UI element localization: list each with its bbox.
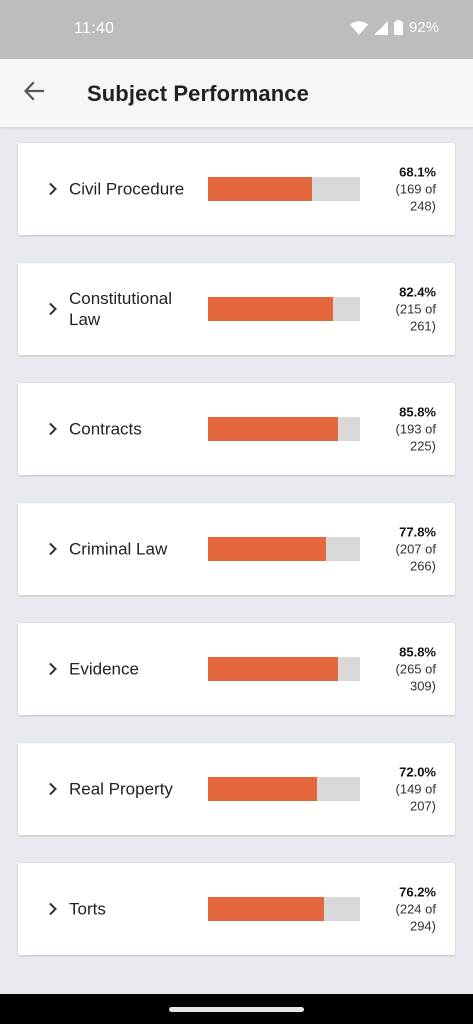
score-percent: 68.1% (399, 164, 436, 180)
score-stats: 85.8% (193 of 225) (380, 404, 436, 455)
score-percent: 82.4% (399, 284, 436, 300)
subject-name: Civil Procedure (69, 179, 185, 199)
score-stats: 82.4% (215 of 261) (380, 284, 436, 335)
subject-name: Constitutional Law (69, 289, 173, 329)
score-count: (193 of 225) (395, 421, 436, 454)
progress-fill (208, 897, 324, 921)
arrow-left-icon (23, 80, 45, 107)
score-percent: 72.0% (399, 764, 436, 780)
progress-bar (208, 657, 360, 681)
progress-fill (208, 777, 318, 801)
status-time: 11:40 (74, 20, 115, 37)
home-indicator[interactable] (169, 1007, 304, 1012)
score-percent: 76.2% (399, 884, 436, 900)
subject-name: Contracts (69, 419, 142, 439)
battery-icon (393, 20, 403, 35)
progress-bar (208, 297, 360, 321)
progress-fill (208, 537, 327, 561)
subject-card[interactable]: Torts 76.2% (224 of 294) (18, 863, 455, 955)
score-stats: 77.8% (207 of 266) (380, 524, 436, 575)
progress-bar (208, 897, 360, 921)
score-count: (215 of 261) (395, 301, 436, 334)
chevron-right-icon (48, 422, 58, 441)
subject-card[interactable]: Real Property 72.0% (149 of 207) (18, 743, 455, 835)
wifi-icon (349, 20, 368, 35)
system-nav-bar (0, 994, 473, 1024)
subject-card[interactable]: Constitutional Law 82.4% (215 of 261) (18, 263, 455, 355)
subject-name: Evidence (69, 659, 139, 679)
subject-card[interactable]: Civil Procedure 68.1% (169 of 248) (18, 143, 455, 235)
signal-icon (373, 20, 388, 35)
back-button[interactable] (14, 73, 54, 113)
status-icons: 92% (349, 19, 439, 36)
progress-bar (208, 777, 360, 801)
progress-fill (208, 297, 334, 321)
subject-name: Torts (69, 899, 106, 919)
battery-percent: 92% (408, 19, 439, 36)
chevron-right-icon (48, 662, 58, 681)
score-count: (207 of 266) (395, 541, 436, 574)
score-stats: 68.1% (169 of 248) (380, 164, 436, 215)
progress-fill (208, 177, 312, 201)
subject-card[interactable]: Evidence 85.8% (265 of 309) (18, 623, 455, 715)
progress-bar (208, 177, 360, 201)
progress-fill (208, 417, 339, 441)
status-bar: 11:40 92% (0, 0, 473, 59)
subject-name: Criminal Law (69, 539, 168, 559)
chevron-right-icon (48, 902, 58, 921)
chevron-right-icon (48, 782, 58, 801)
app-bar: Subject Performance (0, 59, 473, 128)
progress-bar (208, 537, 360, 561)
score-stats: 85.8% (265 of 309) (380, 644, 436, 695)
subject-name: Real Property (69, 779, 173, 799)
score-count: (265 of 309) (395, 661, 436, 694)
score-percent: 85.8% (399, 404, 436, 420)
score-stats: 72.0% (149 of 207) (380, 764, 436, 815)
score-percent: 77.8% (399, 524, 436, 540)
score-count: (224 of 294) (395, 901, 436, 934)
page-title: Subject Performance (87, 81, 309, 106)
chevron-right-icon (48, 302, 58, 321)
score-count: (149 of 207) (395, 781, 436, 814)
chevron-right-icon (48, 542, 58, 561)
subject-card[interactable]: Criminal Law 77.8% (207 of 266) (18, 503, 455, 595)
score-percent: 85.8% (399, 644, 436, 660)
subject-card[interactable]: Contracts 85.8% (193 of 225) (18, 383, 455, 475)
chevron-right-icon (48, 182, 58, 201)
score-stats: 76.2% (224 of 294) (380, 884, 436, 935)
progress-bar (208, 417, 360, 441)
score-count: (169 of 248) (395, 181, 436, 214)
progress-fill (208, 657, 339, 681)
